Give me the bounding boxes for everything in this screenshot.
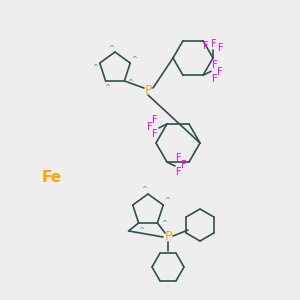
Text: F: F xyxy=(212,74,218,84)
Text: F: F xyxy=(181,160,187,170)
Text: F: F xyxy=(211,39,217,49)
Text: ^: ^ xyxy=(128,79,133,85)
Text: F: F xyxy=(147,122,153,132)
Text: ^: ^ xyxy=(105,84,110,90)
Text: F: F xyxy=(212,60,218,70)
Text: F: F xyxy=(217,67,223,77)
Text: F: F xyxy=(152,129,158,139)
Text: ^: ^ xyxy=(131,56,137,62)
Text: ^: ^ xyxy=(164,197,170,203)
Text: Fe: Fe xyxy=(42,170,62,185)
Text: F: F xyxy=(203,41,209,51)
Text: F: F xyxy=(152,115,158,125)
Text: ^: ^ xyxy=(139,227,145,233)
Text: F: F xyxy=(218,43,224,53)
Text: F: F xyxy=(176,167,182,177)
Text: ^: ^ xyxy=(161,220,167,226)
Text: ^: ^ xyxy=(92,64,98,70)
Text: P: P xyxy=(144,83,152,97)
Text: P: P xyxy=(164,230,172,244)
Text: F: F xyxy=(176,153,182,163)
Text: ^: ^ xyxy=(141,186,147,192)
Text: ^: ^ xyxy=(108,45,114,51)
